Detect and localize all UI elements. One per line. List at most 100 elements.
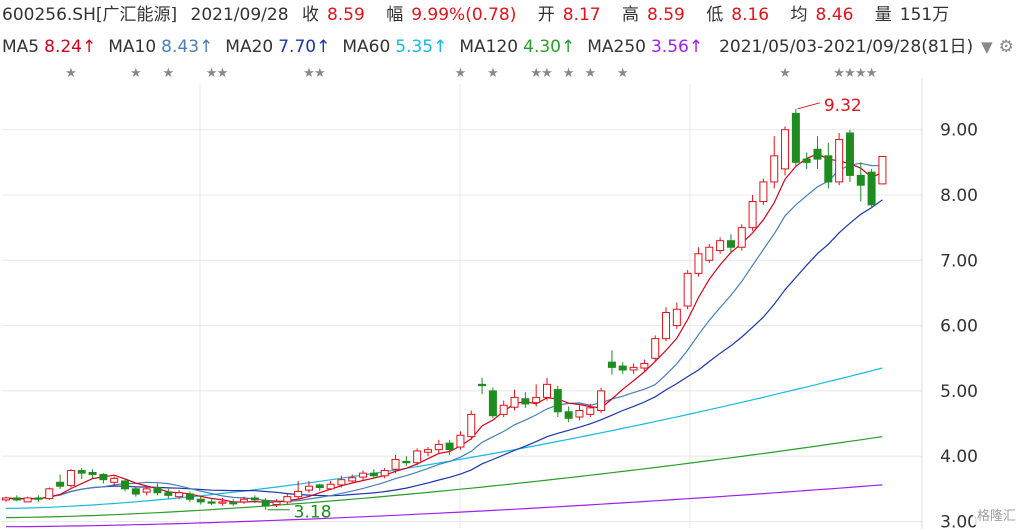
ticker-label: 600256.SH[广汇能源] (2, 5, 178, 25)
candle-down (564, 411, 573, 419)
candle-down (369, 472, 378, 477)
star-icon: ★ (584, 66, 596, 81)
candle-up (705, 246, 714, 261)
candle-down (553, 389, 562, 413)
y-tick-label: 7.00 (940, 251, 978, 271)
ma250-line (6, 484, 883, 528)
y-tick-label: 3.00 (940, 512, 978, 529)
candle-up (586, 407, 595, 415)
candle-down (261, 500, 270, 507)
candle-up (456, 434, 465, 448)
close-field: 收 8.59 (302, 5, 373, 25)
candle-down (77, 470, 86, 474)
ma5-line (5, 153, 883, 503)
star-icon: ★ (314, 66, 326, 81)
up-arrow-icon: ↑ (688, 37, 704, 57)
avg-label: 均 (790, 5, 808, 25)
settings-gear-icon[interactable]: ⚙ (998, 37, 1014, 57)
candle-down (185, 493, 194, 500)
candle-up (770, 155, 779, 183)
candle-up (694, 253, 703, 274)
candle-up (304, 485, 313, 491)
candle-down (207, 501, 216, 504)
star-icon: ★ (162, 66, 174, 81)
candle-down (250, 497, 259, 501)
annotation-label: 3.18 (294, 503, 332, 523)
candle-up (337, 479, 346, 486)
ma-legend-ma10: MA10 8.43↑ (108, 37, 213, 57)
candle-up (683, 272, 692, 307)
star-icon: ★ (563, 66, 575, 81)
candle-down (726, 240, 735, 248)
candle-down (56, 481, 65, 487)
low-label: 低 (706, 5, 724, 25)
ma-label: MA120 (459, 37, 519, 57)
candle-down (164, 492, 173, 496)
candle-up (110, 477, 119, 483)
candle-down (196, 498, 205, 503)
y-tick-label: 6.00 (940, 317, 978, 337)
ma-value: 3.56 (650, 37, 689, 57)
open-value: 8.17 (562, 5, 601, 25)
candle-up (467, 413, 476, 438)
star-icon: ★ (487, 66, 499, 81)
star-icon: ★ (541, 66, 553, 81)
ma-value: 5.35 (395, 37, 434, 57)
candle-up (737, 227, 746, 248)
high-label: 高 (622, 5, 639, 25)
high-field: 高 8.59 (622, 5, 693, 25)
candle-down (618, 365, 627, 371)
candle-up (2, 497, 10, 501)
up-arrow-icon: ↑ (560, 37, 576, 57)
candle-up (218, 501, 227, 504)
candle-up (413, 450, 422, 464)
candle-down (131, 488, 140, 495)
ma-legend-ma5: MA5 8.24↑ (2, 37, 96, 57)
candle-up (651, 338, 660, 359)
candle-up (66, 470, 75, 487)
range-dropdown-icon[interactable]: ▼ (981, 38, 993, 56)
candle-up (781, 129, 790, 170)
ma-value: 8.43 (161, 37, 200, 57)
close-value: 8.59 (326, 5, 365, 25)
ma-value: 8.24 (44, 37, 82, 57)
candle-down (845, 132, 854, 176)
candle-up (759, 181, 768, 203)
candle-down (488, 390, 497, 417)
star-icon: ★ (530, 66, 542, 81)
candle-up (23, 497, 32, 503)
candle-up (142, 488, 151, 493)
ma-legend-ma60: MA60 5.35↑ (342, 37, 447, 57)
y-tick-label: 8.00 (940, 186, 978, 206)
star-icon: ★ (844, 66, 856, 81)
stock-info-row: 600256.SH[广汇能源] 2021/09/28 收 8.59 幅 9.99%(… (2, 4, 965, 26)
candle-up (380, 470, 389, 477)
candle-down (315, 484, 324, 489)
close-label: 收 (301, 5, 319, 25)
avg-field: 均 8.46 (791, 5, 862, 25)
y-tick-label: 5.00 (940, 382, 978, 402)
star-icon: ★ (206, 66, 218, 81)
candle-up (878, 155, 887, 185)
candle-down (813, 148, 822, 160)
change-field: 幅 9.99%(0.78) (386, 5, 524, 25)
candle-down (153, 487, 162, 494)
ma120-line (5, 436, 883, 519)
candle-up (434, 443, 443, 451)
ma-label: MA250 (587, 37, 646, 57)
candle-up (499, 404, 508, 415)
candle-down (791, 112, 800, 163)
ma-legend-ma20: MA20 7.70↑ (225, 37, 330, 57)
open-label: 开 (537, 5, 555, 25)
candle-down (824, 155, 833, 183)
candle-up (532, 396, 541, 404)
candle-up (423, 449, 432, 453)
candle-up (672, 308, 681, 327)
candle-down (99, 473, 108, 481)
candle-down (229, 502, 238, 505)
candle-up (716, 240, 725, 252)
y-tick-label: 9.00 (940, 121, 978, 141)
ma-label: MA10 (108, 37, 157, 57)
star-icon: ★ (833, 66, 845, 81)
